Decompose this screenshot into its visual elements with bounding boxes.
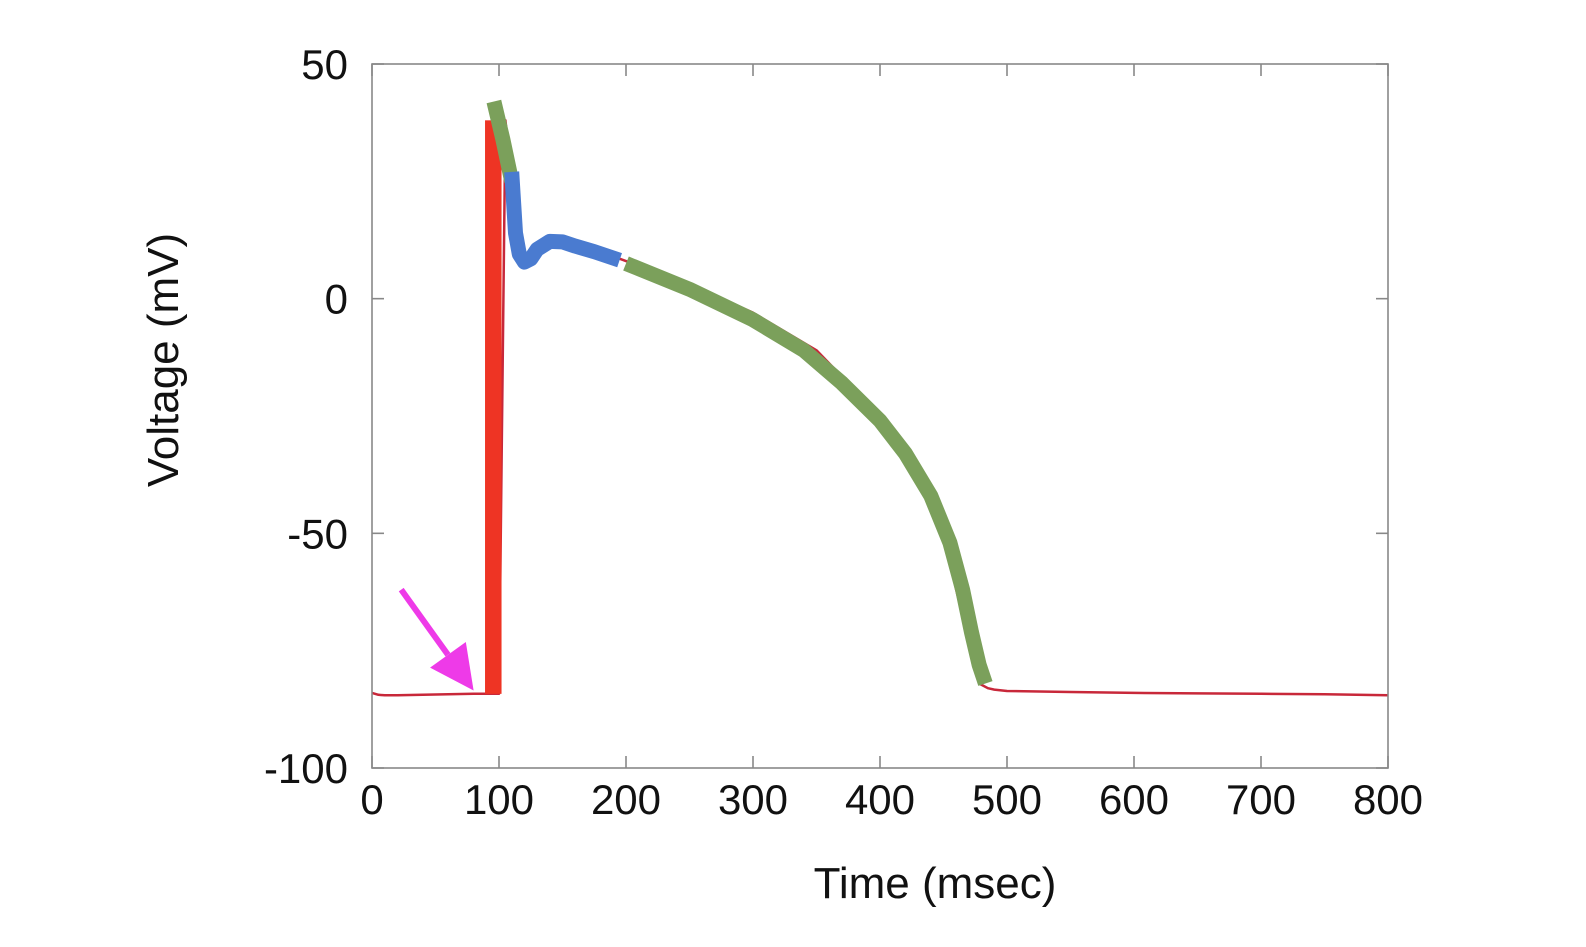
x-axis-title: Time (msec) xyxy=(814,859,1057,908)
annotation-layer xyxy=(398,587,474,691)
y-tick-label: -50 xyxy=(287,510,348,557)
x-tick-label: 800 xyxy=(1353,776,1423,823)
x-tick-label: 0 xyxy=(360,776,383,823)
phase-segment-line xyxy=(486,99,520,183)
x-tick-label: 700 xyxy=(1226,776,1296,823)
x-tick-label: 300 xyxy=(718,776,788,823)
trace-layer xyxy=(371,119,1389,697)
phase-upstroke-band xyxy=(485,120,502,694)
x-tick-label: 500 xyxy=(972,776,1042,823)
membrane-trace-line xyxy=(371,119,1389,697)
stimulus-arrow-head xyxy=(430,641,474,691)
y-axis-title: Voltage (mV) xyxy=(139,233,188,487)
phase-segment-line xyxy=(623,256,993,686)
y-tick-label: 0 xyxy=(325,276,348,323)
tick-label-layer: 0 100 200 300 400 500 600 700 800 -100 -50 0 50 xyxy=(264,41,1423,823)
x-tick-label: 200 xyxy=(591,776,661,823)
tick-layer xyxy=(371,63,1389,769)
stimulus-arrow-shaft xyxy=(398,587,451,657)
x-tick-label: 400 xyxy=(845,776,915,823)
x-tick-label: 600 xyxy=(1099,776,1169,823)
y-tick-label: -100 xyxy=(264,745,348,792)
y-tick-label: 50 xyxy=(301,41,348,88)
x-tick-label: 100 xyxy=(464,776,534,823)
phase-segment-line xyxy=(504,171,622,270)
phase-layer xyxy=(485,99,993,694)
